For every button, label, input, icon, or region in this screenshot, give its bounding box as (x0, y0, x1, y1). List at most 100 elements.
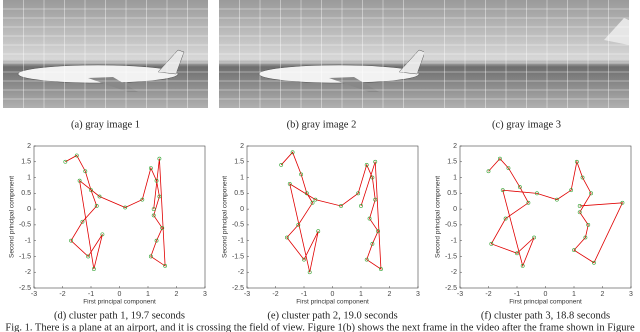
y-tick-label: -1 (238, 238, 244, 245)
x-tick-label: 1 (146, 291, 150, 298)
cluster-path (488, 158, 624, 268)
x-tick-label: -1 (514, 291, 520, 298)
data-point (506, 166, 511, 170)
data-point (74, 153, 79, 158)
image-caption: (b) gray image 2 (287, 119, 357, 130)
data-point (373, 159, 378, 164)
y-axis-label: Second principal component (222, 176, 229, 258)
data-point (97, 194, 102, 199)
plot-caption: (f) cluster path 3, 18.8 seconds (481, 310, 610, 321)
data-point (151, 213, 156, 218)
gray-image (219, 0, 426, 108)
data-point (367, 216, 372, 221)
data-point (379, 267, 383, 271)
y-tick-label: -2 (238, 269, 244, 276)
y-tick-label: 1.5 (234, 159, 244, 166)
cluster-path (280, 151, 382, 273)
y-tick-label: 0 (27, 206, 31, 213)
plot-frame (246, 145, 419, 289)
x-tick-label: 0 (331, 291, 335, 298)
data-point (376, 229, 381, 234)
x-tick-label: -2 (272, 291, 278, 298)
data-point (151, 207, 156, 212)
data-point (577, 204, 582, 208)
x-tick-label: 2 (175, 291, 179, 298)
x-tick-label: -3 (244, 291, 250, 298)
data-point (503, 216, 508, 221)
plane-body (17, 64, 179, 84)
data-point (370, 175, 375, 180)
data-point (356, 191, 361, 196)
y-tick-label: 1.5 (21, 159, 31, 166)
data-point (302, 257, 306, 262)
x-tick-label: -2 (485, 291, 491, 298)
y-tick-label: 0.5 (234, 190, 244, 197)
data-point (569, 188, 574, 193)
y-tick-label: 0 (240, 206, 244, 213)
y-axis-label: Second principal component (435, 176, 442, 258)
y-tick-label: -2.5 (445, 285, 457, 292)
y-tick-label: -2.5 (19, 285, 31, 292)
data-point (486, 169, 491, 174)
plane-body (258, 64, 420, 84)
gray-image (424, 0, 629, 108)
x-tick-label: 2 (388, 291, 392, 298)
data-point (310, 200, 315, 205)
data-point (500, 188, 505, 193)
plane-tail (157, 49, 185, 75)
data-point (589, 191, 594, 196)
y-tick-label: -2 (451, 269, 457, 276)
data-point (304, 191, 309, 196)
data-point (572, 248, 576, 253)
y-tick-label: -1 (25, 238, 31, 245)
y-tick-label: 1.5 (447, 159, 457, 166)
data-point (157, 194, 162, 199)
y-tick-label: 0.5 (447, 190, 457, 197)
y-tick-label: 1 (27, 174, 31, 181)
x-tick-label: 2 (601, 291, 605, 298)
data-point (284, 235, 289, 240)
data-point (307, 270, 312, 275)
data-point (526, 200, 531, 205)
data-point (299, 172, 304, 177)
data-point (157, 156, 162, 161)
data-point (86, 254, 91, 259)
data-point (160, 226, 165, 230)
y-tick-label: 0 (453, 206, 457, 213)
data-point (80, 219, 85, 224)
data-point (91, 267, 96, 271)
data-point (339, 204, 343, 208)
data-point (140, 197, 145, 202)
figure-caption: Fig. 1. There is a plane at an airport, … (5, 322, 635, 332)
x-tick-label: -1 (301, 291, 307, 298)
x-axis-label: First principal component (83, 299, 156, 306)
data-point (592, 260, 596, 265)
x-tick-label: 0 (118, 291, 122, 298)
y-tick-label: 2 (27, 143, 31, 150)
data-point (313, 197, 318, 202)
y-tick-label: -1.5 (19, 253, 31, 260)
y-axis-label: Second principal component (9, 176, 16, 258)
data-point (364, 257, 369, 262)
plot-caption: (e) cluster path 2, 19.0 seconds (267, 310, 397, 321)
data-point (123, 205, 128, 210)
image-caption: (a) gray image 1 (71, 119, 140, 130)
x-axis-label: First principal component (296, 299, 369, 306)
x-tick-label: 1 (572, 291, 576, 298)
data-point (517, 185, 522, 189)
x-tick-label: -2 (59, 291, 65, 298)
data-point (100, 232, 105, 237)
x-tick-label: -3 (457, 291, 463, 298)
data-point (77, 178, 82, 183)
x-tick-label: -1 (88, 291, 94, 298)
y-tick-label: 1 (453, 174, 457, 181)
data-point (535, 191, 539, 196)
y-tick-label: -2.5 (232, 285, 244, 292)
data-point (290, 150, 295, 155)
cluster-path (65, 154, 166, 270)
data-point (489, 241, 494, 246)
data-point (279, 163, 284, 167)
data-point (94, 204, 99, 208)
data-point (532, 235, 537, 240)
